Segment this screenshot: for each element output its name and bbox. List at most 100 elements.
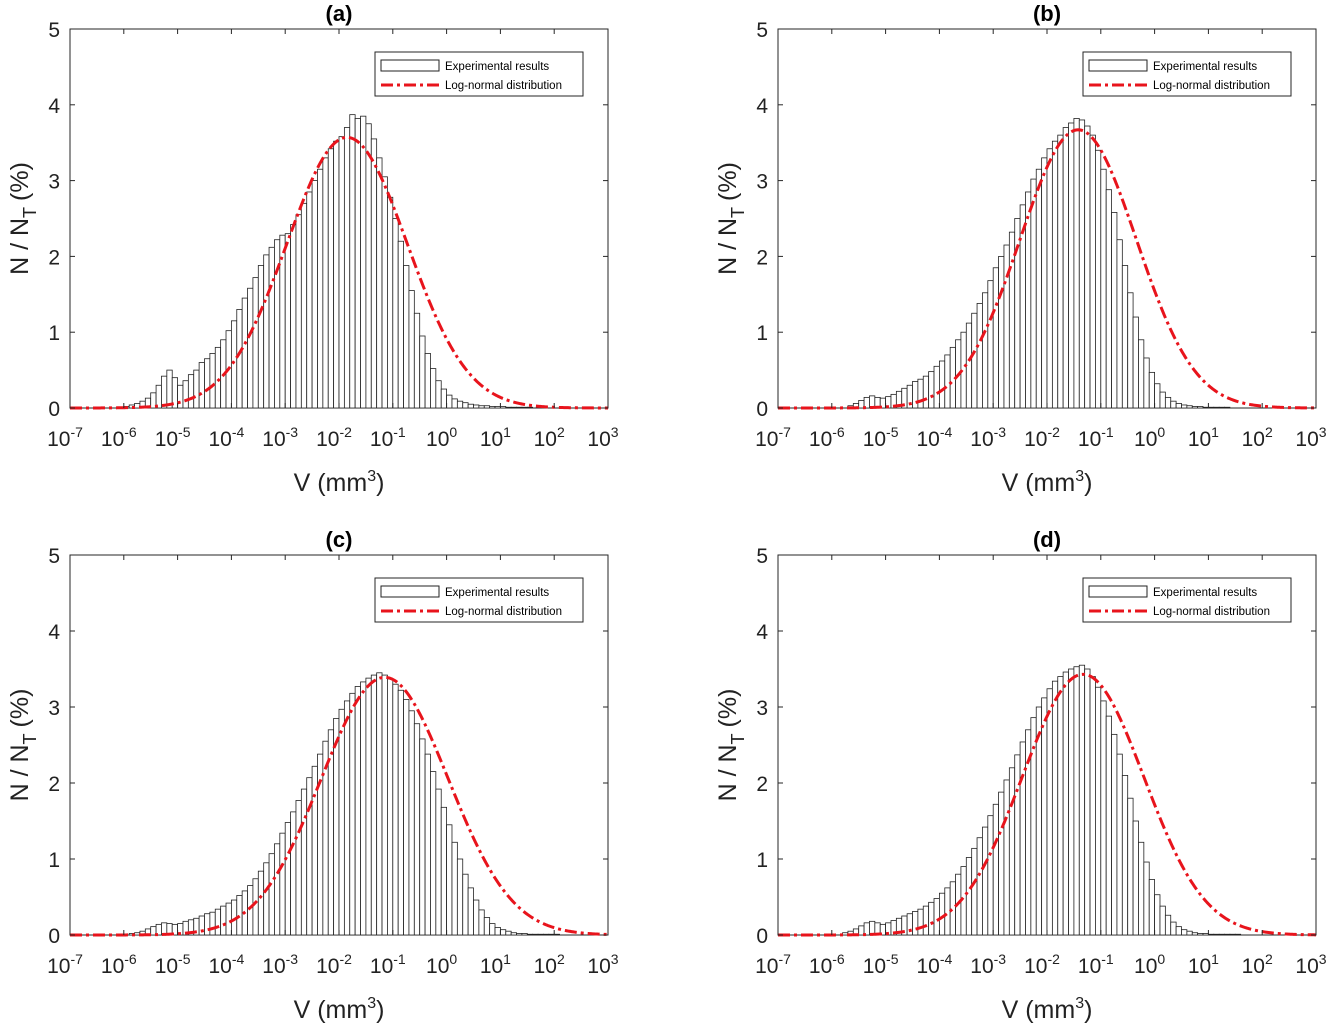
- histogram-bar: [971, 312, 978, 409]
- histogram-bar: [1164, 396, 1172, 409]
- x-tick-exponent: 0: [449, 951, 457, 967]
- histogram-bar: [462, 873, 469, 936]
- y-axis-title: N / NT (%): [714, 689, 748, 802]
- x-tick-label: 100: [426, 951, 457, 978]
- x-tick-label: 103: [1295, 424, 1326, 451]
- histogram-bar: [1218, 933, 1225, 936]
- histogram-bar: [257, 265, 265, 409]
- x-tick-exponent: -4: [232, 951, 245, 967]
- histogram-bar: [1218, 406, 1225, 409]
- x-tick-base: 10: [1134, 428, 1157, 451]
- x-tick-base: 10: [809, 428, 832, 451]
- y-axis-title-main: N / N: [6, 744, 34, 801]
- legend-box: [1082, 577, 1292, 623]
- lognormal-fit-line: [70, 675, 609, 937]
- histogram-bar: [354, 118, 361, 409]
- x-tick-base: 10: [863, 428, 886, 451]
- histogram-bar: [1073, 666, 1080, 936]
- x-tick-base: 10: [1242, 955, 1265, 978]
- lognormal-fit-line: [778, 672, 1317, 937]
- histogram-bar: [467, 887, 474, 936]
- x-tick-label: 10-1: [370, 424, 406, 451]
- histogram-bar: [1186, 930, 1193, 936]
- histogram-bar: [1175, 403, 1182, 409]
- histogram-bar: [1057, 676, 1064, 936]
- x-tick-exponent: -4: [940, 951, 953, 967]
- x-tick-exponent: 0: [449, 424, 457, 440]
- x-tick-label: 10-4: [208, 424, 244, 451]
- histogram-bar: [360, 115, 367, 409]
- y-axis-title-unit: (%): [6, 162, 34, 201]
- histogram-bar: [1208, 933, 1215, 936]
- histogram-bar: [268, 246, 275, 409]
- histogram-bar: [499, 406, 507, 409]
- histogram-bar: [489, 923, 496, 936]
- histogram-bar: [187, 374, 195, 409]
- x-axis-title: V (mm3): [1002, 995, 1093, 1024]
- x-tick-base: 10: [101, 955, 124, 978]
- histogram-bar: [516, 933, 523, 936]
- x-tick-label: 10-6: [809, 951, 845, 978]
- x-axis-title-base: V (mm: [1002, 469, 1076, 497]
- histogram-bar: [526, 406, 534, 409]
- x-tick-base: 10: [47, 428, 70, 451]
- y-axis-title: N / NT (%): [6, 162, 40, 275]
- histogram-bar: [451, 841, 458, 936]
- histogram-series: [847, 118, 1231, 409]
- histogram-bar: [1111, 733, 1118, 936]
- histogram-bar: [274, 843, 281, 936]
- x-tick-base: 10: [370, 428, 393, 451]
- histogram-bar: [1046, 148, 1053, 409]
- x-tick-base: 10: [1295, 955, 1318, 978]
- histogram-bar: [1202, 406, 1209, 409]
- histogram-bar: [284, 233, 291, 409]
- lognormal-fit-line: [70, 135, 608, 410]
- histogram-bar: [928, 371, 935, 409]
- chart-panel-b: 10-7 10-6 10-5 10-4 10-3 10-2 10-1 100 101 102 103…: [714, 1, 1327, 497]
- histogram-bar: [1084, 668, 1091, 936]
- y-axis-title-unit: (%): [714, 162, 742, 201]
- histogram-bar: [971, 847, 978, 936]
- histogram-bar: [478, 405, 485, 409]
- histogram-bar: [333, 718, 340, 936]
- x-tick-base: 10: [755, 955, 778, 978]
- x-tick-base: 10: [480, 428, 503, 451]
- histogram-bar: [263, 254, 270, 409]
- histogram-bar: [365, 123, 372, 409]
- histogram-bar: [456, 858, 464, 936]
- histogram-bar: [1164, 914, 1172, 936]
- histogram-bar: [241, 297, 248, 409]
- x-tick-exponent: -7: [778, 951, 791, 967]
- x-tick-label: 103: [1295, 951, 1326, 978]
- histogram-bar: [311, 765, 318, 936]
- histogram-bar: [290, 811, 297, 936]
- x-tick-exponent: -1: [1101, 424, 1114, 440]
- histogram-bar: [1030, 717, 1037, 936]
- histogram-bar: [1057, 134, 1064, 409]
- histogram-bar: [1127, 292, 1134, 409]
- histogram-bar: [413, 723, 421, 936]
- x-tick-base: 10: [1078, 955, 1101, 978]
- histogram-bar: [922, 905, 930, 936]
- y-axis-title: N / NT (%): [714, 162, 748, 275]
- x-tick-exponent: -3: [286, 424, 299, 440]
- histogram-bar: [1078, 664, 1086, 936]
- y-tick-label: 5: [48, 19, 60, 42]
- histogram-bar: [1181, 929, 1188, 936]
- legend-box: [374, 577, 584, 623]
- histogram-bar: [917, 908, 924, 936]
- histogram-bar: [322, 157, 329, 409]
- histogram-bar: [1191, 932, 1199, 936]
- histogram-bar: [397, 240, 404, 409]
- y-tick-label: 1: [756, 322, 768, 345]
- legend-swatch-histogram: [1088, 585, 1148, 598]
- histogram-bar: [939, 360, 946, 409]
- histogram-bar: [397, 689, 404, 936]
- histogram-bar: [430, 771, 437, 936]
- histogram-bar: [976, 837, 983, 936]
- x-axis-title-sup: 3: [1075, 995, 1084, 1012]
- histogram-series: [123, 114, 534, 409]
- x-tick-label: 102: [534, 951, 565, 978]
- histogram-bar: [370, 138, 378, 409]
- x-tick-exponent: -2: [339, 424, 352, 440]
